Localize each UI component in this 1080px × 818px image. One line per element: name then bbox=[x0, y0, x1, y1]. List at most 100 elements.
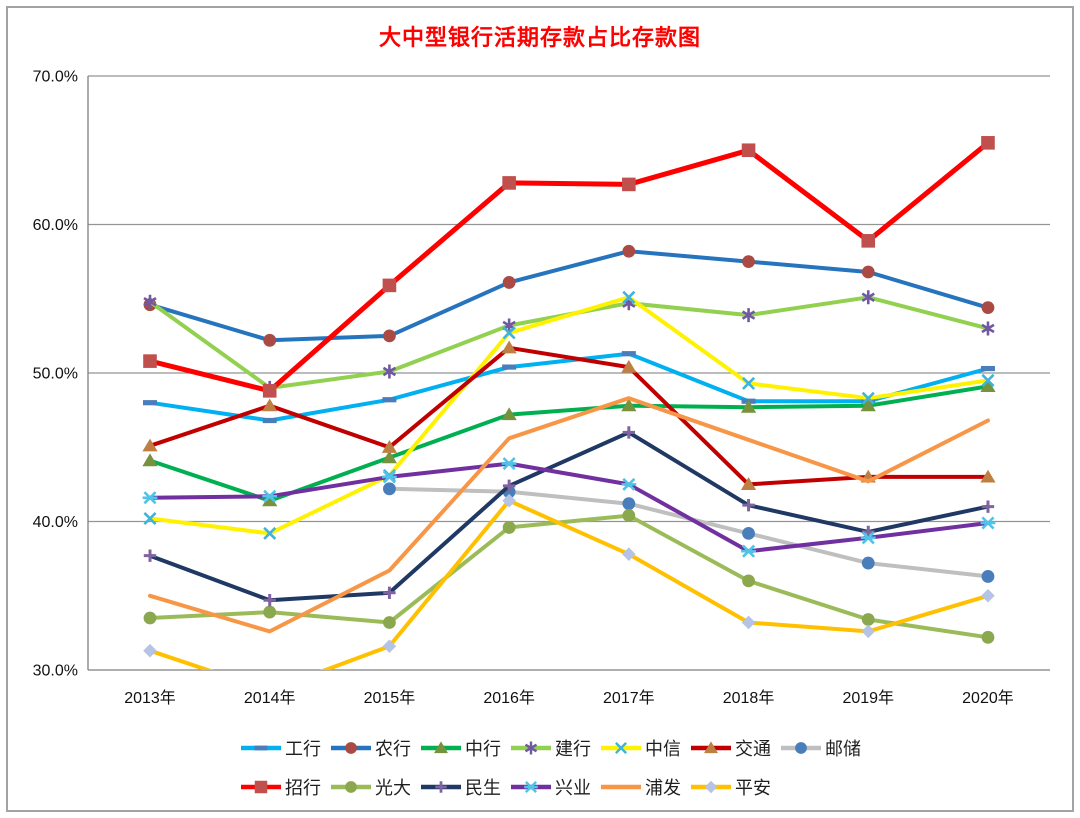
marker-circle bbox=[383, 482, 396, 496]
legend-marker-icon-spdb bbox=[601, 784, 641, 790]
legend-label: 中信 bbox=[645, 739, 681, 759]
marker-dash bbox=[254, 745, 268, 751]
x-tick-label: 2014年 bbox=[244, 689, 296, 707]
marker-circle bbox=[622, 244, 636, 258]
series-line-cib bbox=[148, 461, 990, 554]
marker-x bbox=[981, 373, 995, 387]
marker-dash bbox=[621, 351, 636, 357]
marker-diamond bbox=[704, 780, 718, 794]
marker-circle bbox=[502, 276, 516, 289]
marker-x bbox=[263, 526, 277, 540]
marker-triangle bbox=[740, 399, 757, 413]
x-tick-label: 2017年 bbox=[603, 689, 655, 707]
series-cib bbox=[142, 457, 996, 558]
marker-asterisk bbox=[143, 294, 157, 309]
marker-x bbox=[861, 391, 875, 405]
marker-triangle bbox=[434, 741, 448, 754]
marker-dash bbox=[262, 417, 277, 424]
marker-plus bbox=[742, 498, 755, 512]
series-line-cmb bbox=[147, 140, 991, 394]
marker-circle bbox=[861, 265, 875, 279]
legend-item-icbc: 工行 bbox=[240, 735, 321, 761]
marker-diamond bbox=[143, 643, 157, 658]
marker-triangle bbox=[980, 469, 996, 483]
legend-label: 光大 bbox=[375, 778, 411, 798]
marker-plus bbox=[263, 594, 276, 607]
series-spdb bbox=[148, 396, 990, 634]
legend-marker-icon-bocom bbox=[691, 741, 731, 754]
series-pingan bbox=[143, 493, 995, 670]
marker-circle bbox=[742, 574, 755, 588]
marker-diamond bbox=[981, 588, 995, 603]
legend-item-abc: 农行 bbox=[330, 735, 411, 761]
marker-circle bbox=[981, 570, 995, 583]
legend-item-psbc: 邮储 bbox=[780, 735, 861, 761]
series-bocom bbox=[142, 340, 996, 490]
series-group bbox=[142, 136, 996, 670]
x-tick-label: 2018年 bbox=[723, 689, 775, 707]
marker-circle bbox=[795, 742, 807, 754]
marker-x bbox=[615, 742, 627, 754]
marker-circle bbox=[622, 509, 636, 522]
legend-label: 中行 bbox=[465, 739, 501, 759]
marker-circle bbox=[861, 556, 875, 570]
legend-label: 邮储 bbox=[825, 739, 861, 759]
marker-square bbox=[741, 143, 756, 158]
marker-diamond bbox=[622, 547, 636, 561]
marker-x-dash bbox=[741, 544, 756, 558]
marker-circle bbox=[383, 329, 396, 343]
marker-square bbox=[622, 177, 636, 192]
legend-marker-icon-abc bbox=[331, 742, 371, 754]
marker-x bbox=[622, 290, 636, 304]
legend-item-ceb: 光大 bbox=[330, 774, 411, 800]
legend-label: 农行 bbox=[375, 739, 411, 759]
legend-label: 平安 bbox=[735, 778, 771, 798]
marker-asterisk bbox=[741, 308, 756, 323]
series-abc bbox=[143, 244, 995, 347]
y-tick-label: 30.0% bbox=[33, 663, 78, 680]
marker-diamond bbox=[741, 615, 756, 630]
legend-label: 工行 bbox=[285, 739, 321, 759]
marker-triangle bbox=[262, 398, 278, 412]
marker-asterisk bbox=[981, 321, 995, 336]
series-line-icbc bbox=[148, 351, 990, 423]
legend-marker-icon-pingan bbox=[691, 780, 731, 794]
marker-circle bbox=[263, 605, 277, 619]
legend-marker-icon-icbc bbox=[241, 745, 281, 751]
y-tick-label: 70.0% bbox=[33, 69, 78, 86]
marker-triangle bbox=[501, 407, 517, 421]
marker-triangle bbox=[262, 493, 278, 507]
series-minsheng bbox=[143, 426, 995, 607]
series-ceb bbox=[143, 509, 995, 644]
series-line-spdb bbox=[148, 396, 990, 634]
marker-x-dash bbox=[980, 516, 996, 530]
legend-item-cib: 兴业 bbox=[510, 774, 591, 800]
marker-triangle bbox=[621, 398, 637, 412]
legend-marker-icon-minsheng bbox=[421, 781, 461, 793]
marker-circle bbox=[622, 497, 636, 511]
series-line-abc bbox=[148, 249, 990, 343]
marker-circle bbox=[981, 301, 995, 315]
marker-triangle bbox=[501, 340, 517, 354]
legend-item-ccb: 建行 bbox=[510, 735, 591, 761]
marker-triangle bbox=[381, 450, 398, 464]
legend-item-boc: 中行 bbox=[420, 735, 501, 761]
marker-x-dash bbox=[860, 531, 876, 545]
series-line-pingan bbox=[148, 498, 990, 670]
marker-x-dash bbox=[142, 491, 158, 505]
marker-square bbox=[502, 176, 516, 190]
legend-marker-icon-cmb bbox=[241, 780, 281, 794]
legend-item-minsheng: 民生 bbox=[420, 774, 501, 800]
legend-label: 民生 bbox=[465, 778, 501, 798]
series-line-bocom bbox=[148, 345, 990, 487]
marker-triangle bbox=[980, 379, 996, 392]
marker-plus bbox=[622, 426, 636, 439]
legend-marker-icon-psbc bbox=[781, 742, 821, 754]
marker-plus bbox=[435, 781, 447, 793]
legend-item-bocom: 交通 bbox=[690, 735, 771, 761]
marker-circle bbox=[861, 613, 875, 626]
legend-label: 浦发 bbox=[645, 778, 681, 798]
x-tick-label: 2013年 bbox=[124, 689, 176, 707]
y-tick-label: 50.0% bbox=[33, 366, 78, 383]
